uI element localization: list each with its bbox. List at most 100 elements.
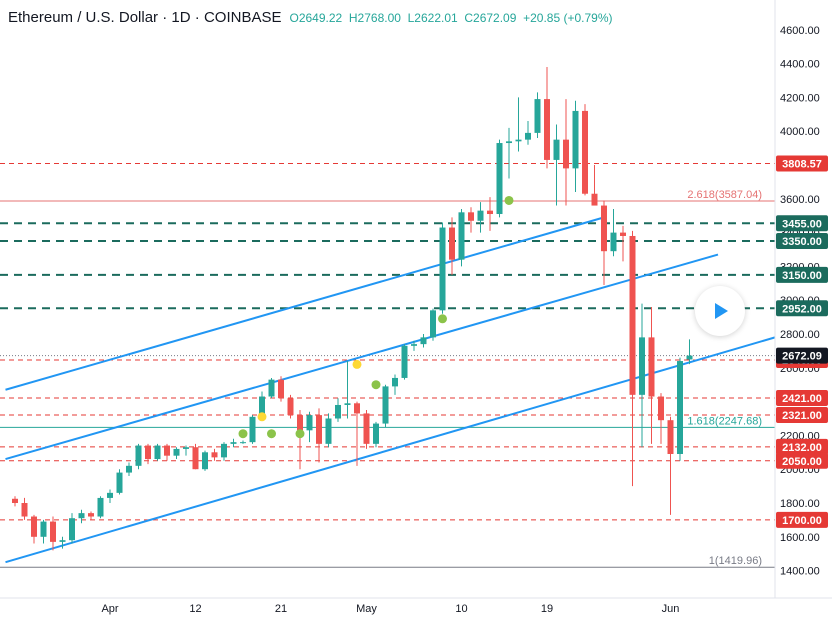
candle [145, 443, 151, 465]
candle [40, 519, 47, 544]
candle [544, 66, 550, 169]
candle-body [316, 415, 322, 444]
price-level-badge [776, 452, 828, 469]
interval[interactable]: 1D [171, 9, 191, 26]
signal-marker [238, 429, 248, 439]
x-tick-label: 12 [189, 603, 201, 615]
candle-body [21, 503, 28, 517]
candle [249, 415, 256, 444]
exchange: COINBASE [203, 9, 282, 26]
candle-body [249, 416, 256, 443]
candle-body [192, 447, 199, 470]
candle-body [496, 143, 503, 215]
chart-header: Ethereum / U.S. Dollar · 1D · COINBASE O… [8, 9, 613, 29]
candle-body [458, 212, 465, 260]
candle-body [40, 521, 47, 537]
price-level-label: 2952.00 [782, 303, 822, 315]
candle-body [230, 442, 237, 444]
candle [648, 306, 655, 444]
candle [477, 202, 484, 233]
y-tick-label: 3600.00 [780, 194, 820, 206]
candle-body [591, 193, 598, 206]
candle-body [439, 227, 446, 311]
y-tick-label: 1400.00 [780, 566, 820, 578]
open-value: 2649.22 [298, 11, 343, 25]
candle [59, 536, 66, 549]
price-level-label: 3808.57 [782, 159, 822, 171]
candle-body [677, 361, 683, 454]
price-level-label: 3150.00 [782, 270, 822, 282]
candle [468, 207, 474, 233]
candle [430, 308, 436, 341]
price-level-label: 3455.00 [782, 218, 822, 230]
candle [173, 447, 180, 460]
candle [677, 357, 683, 461]
candle [240, 440, 246, 444]
x-tick-label: 21 [275, 603, 287, 615]
price-level-badge [776, 266, 828, 283]
candle [192, 443, 199, 470]
candle-body [154, 445, 161, 460]
candle [506, 127, 512, 179]
x-tick-label: 10 [455, 603, 467, 615]
ohlc-readout: O2649.22 H2768.00 L2622.01 C2672.09 +20.… [289, 11, 613, 25]
candle [183, 445, 189, 456]
candle-body [620, 232, 626, 236]
candle [97, 496, 104, 519]
candle-body [31, 516, 37, 537]
x-tick-label: 19 [541, 603, 553, 615]
symbol-name: Ethereum / U.S. Dollar [8, 9, 159, 26]
y-tick-label: 4600.00 [780, 25, 820, 37]
fib-level-label: 1(1419.96) [709, 555, 762, 567]
candle [354, 401, 360, 466]
candle [154, 443, 161, 461]
candle-body [648, 337, 655, 397]
candle [620, 225, 626, 262]
fib-level-label: 1.618(2247.68) [687, 415, 762, 427]
candle-body [116, 472, 123, 493]
candle [686, 339, 693, 365]
candle [12, 496, 18, 507]
candle [401, 344, 408, 380]
candle-body [563, 139, 569, 169]
candle-body [401, 345, 408, 378]
price-level-badge [776, 215, 828, 232]
candle [496, 139, 503, 218]
candle [135, 443, 142, 470]
candle [211, 448, 218, 461]
price-level-label: 3350.00 [782, 236, 822, 248]
candle [335, 398, 341, 422]
candle-body [221, 443, 227, 458]
candle [392, 374, 398, 395]
candle-body [382, 386, 389, 424]
candle [287, 394, 294, 419]
candle [601, 200, 607, 285]
x-tick-label: Jun [662, 603, 680, 615]
candle [610, 208, 617, 257]
candle-body [544, 99, 550, 160]
price-level-label: 2050.00 [782, 456, 822, 468]
signal-marker [295, 429, 305, 439]
candle-body [658, 396, 664, 421]
signal-marker [257, 412, 267, 422]
candle [639, 303, 645, 448]
candle [50, 516, 56, 551]
candle [116, 469, 123, 495]
candle [439, 222, 446, 314]
candle-body [59, 540, 66, 542]
candle-body [686, 355, 693, 360]
y-tick-label: 1800.00 [780, 498, 820, 510]
candle [515, 97, 522, 152]
signal-marker [352, 359, 362, 369]
symbol-title: Ethereum / U.S. Dollar · 1D · COINBASE [8, 9, 281, 26]
play-button[interactable] [695, 286, 745, 336]
fib-level-label: 2.618(3587.04) [687, 189, 762, 201]
candle [591, 165, 598, 206]
high-value: 2768.00 [357, 11, 401, 25]
y-tick-label: 4000.00 [780, 126, 820, 138]
candle [373, 421, 379, 448]
candle-body [420, 337, 427, 345]
candle [126, 462, 132, 476]
candle-body [582, 110, 588, 194]
